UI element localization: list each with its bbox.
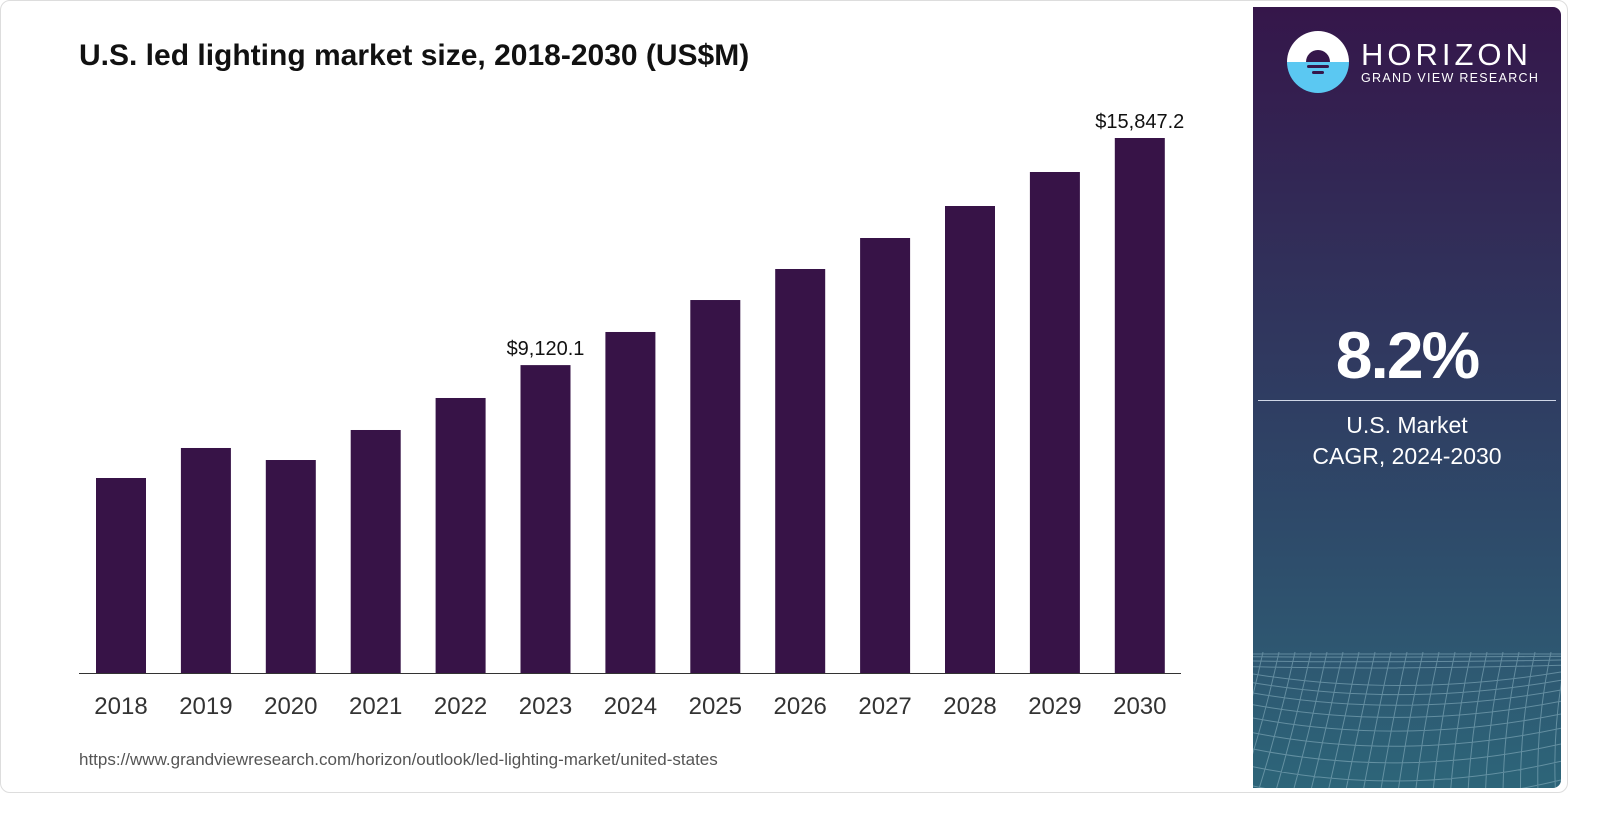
chart-card: U.S. led lighting market size, 2018-2030… — [0, 0, 1568, 793]
bar-2026 — [775, 268, 826, 673]
bar-2019 — [180, 447, 231, 673]
source-url[interactable]: https://www.grandviewresearch.com/horizo… — [79, 750, 718, 769]
x-tick-label: 2030 — [1113, 693, 1166, 720]
cagr-label-line2: CAGR, 2024-2030 — [1312, 443, 1502, 469]
bar-2029 — [1029, 172, 1080, 673]
x-tick-label: 2018 — [94, 693, 147, 720]
mesh-decoration — [1253, 652, 1561, 788]
cagr-label: U.S. Market CAGR, 2024-2030 — [1253, 410, 1561, 472]
x-tick-label: 2029 — [1028, 693, 1081, 720]
x-tick-label: 2023 — [519, 693, 572, 720]
x-tick-label: 2020 — [264, 693, 317, 720]
bar-2025 — [690, 300, 741, 673]
x-tick-label: 2027 — [858, 693, 911, 720]
x-tick-label: 2019 — [179, 693, 232, 720]
bar-2020 — [265, 460, 316, 673]
bar-2024 — [605, 331, 656, 673]
bar-2018 — [96, 478, 146, 673]
cagr-value: 8.2% — [1335, 318, 1480, 392]
cagr-panel: HORIZON GRAND VIEW RESEARCH 8.2% U.S. Ma… — [1253, 7, 1561, 788]
x-tick-label: 2028 — [943, 693, 996, 720]
cagr-label-line1: U.S. Market — [1346, 412, 1468, 438]
bar-chart: 2018 2019 2020 2021 2022 2023 $9,120.1 2024 2025… — [79, 111, 1184, 720]
brand-subtitle: GRAND VIEW RESEARCH — [1361, 71, 1540, 85]
data-label: $15,847.2 — [1095, 111, 1184, 133]
mesh-lines — [1253, 652, 1561, 788]
bar-2021 — [350, 429, 401, 673]
horizon-logo: HORIZON GRAND VIEW RESEARCH — [1287, 31, 1539, 93]
brand-name: HORIZON — [1361, 37, 1532, 72]
bar-2028 — [945, 205, 995, 673]
x-tick-label: 2026 — [774, 693, 827, 720]
bar-2023 — [520, 365, 571, 673]
bar-2030 — [1114, 138, 1165, 673]
bar-2022 — [435, 397, 486, 673]
horizon-logo-icon — [1287, 31, 1349, 93]
chart-title: U.S. led lighting market size, 2018-2030… — [79, 39, 750, 72]
x-tick-label: 2021 — [349, 693, 402, 720]
x-tick-label: 2022 — [434, 693, 487, 720]
x-tick-label: 2025 — [689, 693, 742, 720]
data-label: $9,120.1 — [507, 338, 585, 360]
x-tick-label: 2024 — [604, 693, 657, 720]
divider — [1258, 400, 1556, 401]
bar-2027 — [860, 238, 911, 673]
